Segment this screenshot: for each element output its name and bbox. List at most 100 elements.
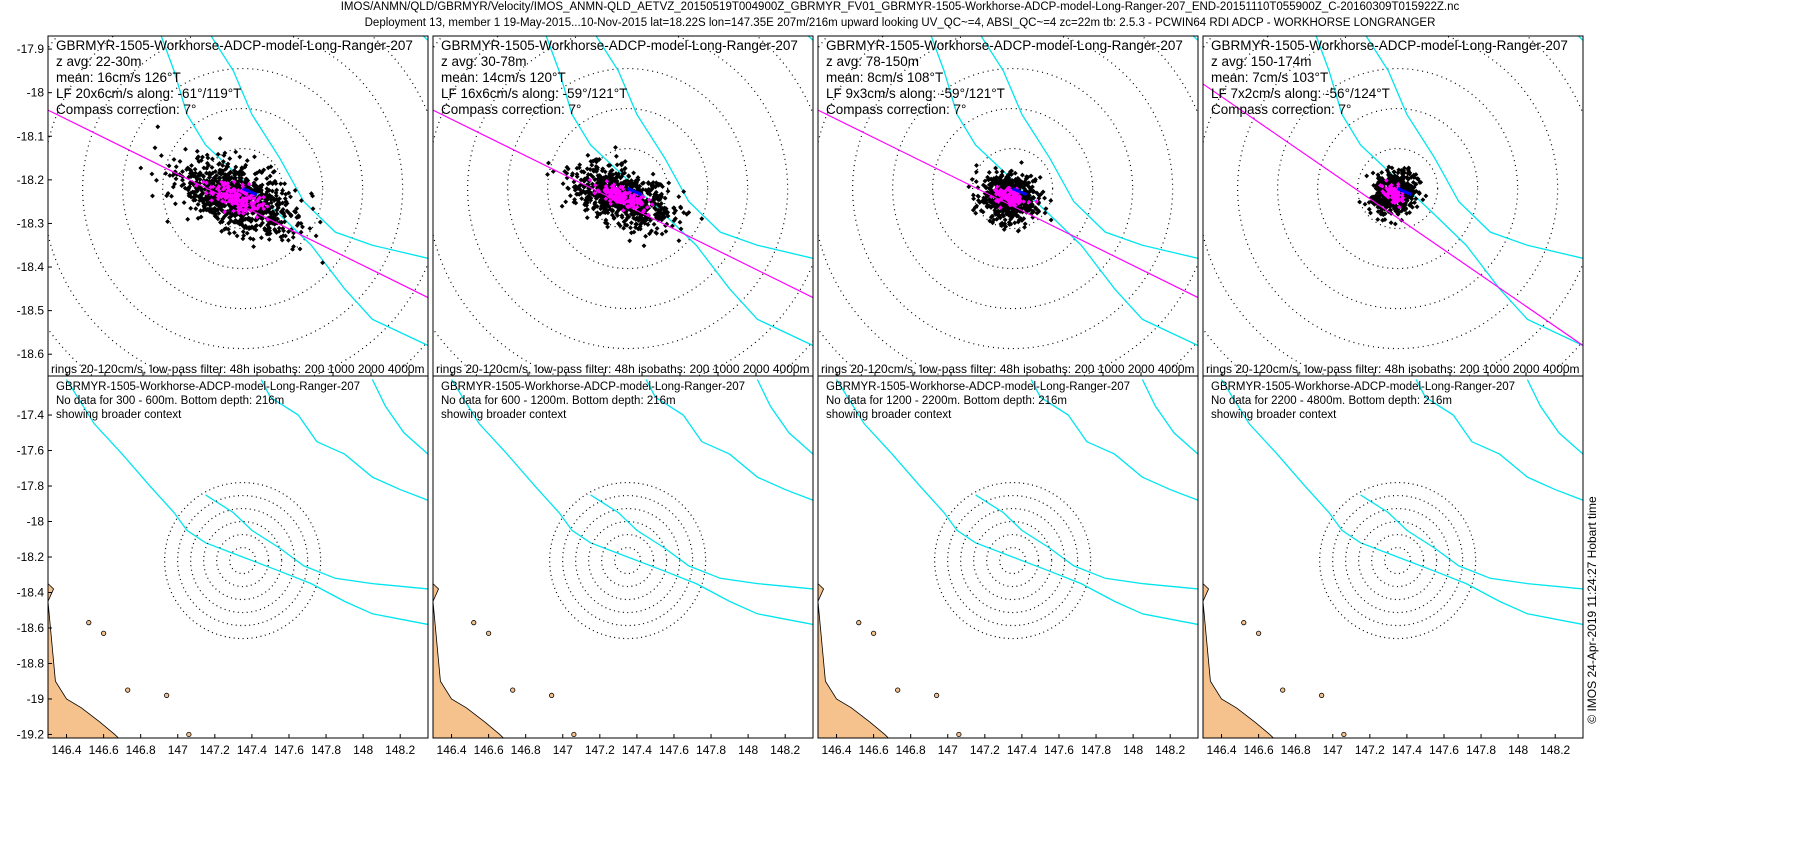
- x-tick-label: 146.6: [859, 743, 889, 757]
- island: [1341, 731, 1347, 738]
- instrument-label: GBRMYR-1505-Workhorse-ADCP-model-Long-Ra…: [441, 38, 798, 53]
- island: [486, 630, 492, 636]
- speed-ring: [999, 546, 1027, 575]
- x-tick-label: 148.2: [770, 743, 800, 757]
- footer-note: rings 20-120cm/s, low-pass filter: 48h i…: [821, 362, 1195, 376]
- x-tick-label: 147.2: [200, 743, 230, 757]
- x-tick-label: 146.4: [1207, 743, 1237, 757]
- stat-line: LF 7x2cm/s along: -56°/124°T: [1211, 86, 1390, 101]
- isobath-line: [450, 379, 813, 626]
- coastline-land: [433, 583, 505, 738]
- isobath-line: [1526, 379, 1583, 455]
- speed-ring: [1357, 147, 1439, 230]
- plot-area: [48, 36, 428, 376]
- coastline-land: [818, 583, 890, 738]
- x-tick-label: 148.2: [1540, 743, 1570, 757]
- map-area: [433, 379, 813, 738]
- speed-ring: [122, 67, 364, 310]
- y-tick-label: -17.8: [17, 479, 45, 493]
- credit-text: © IMOS 24-Apr-2019 11:24:27 Hobart time: [1585, 496, 1599, 724]
- y-tick-label: -18: [27, 86, 45, 100]
- island: [571, 731, 577, 738]
- isobath-line: [1365, 36, 1583, 259]
- x-tick-label: 148.2: [1155, 743, 1185, 757]
- x-tick-label: 147.4: [1392, 743, 1422, 757]
- speed-ring: [1384, 546, 1412, 575]
- x-tick-label: 147.6: [274, 743, 304, 757]
- file-path-title: IMOS/ANMN/QLD/GBRMYR/Velocity/IMOS_ANMN-…: [340, 1, 1460, 13]
- major-axis-line: [1203, 83, 1583, 346]
- context-note: No data for 1200 - 2200m. Bottom depth: …: [826, 395, 1067, 407]
- panel-frame: [432, 375, 814, 739]
- coastline-land: [48, 583, 120, 738]
- footer-note: rings 20-120cm/s, low-pass filter: 48h i…: [1206, 362, 1580, 376]
- speed-ring: [1358, 520, 1438, 601]
- mean-vector: [1397, 187, 1413, 196]
- x-tick-label: 147.8: [311, 743, 341, 757]
- x-tick-label: 147.8: [1081, 743, 1111, 757]
- context-note: No data for 600 - 1200m. Bottom depth: 2…: [441, 395, 676, 407]
- footer-note: rings 20-120cm/s, low-pass filter: 48h i…: [436, 362, 810, 376]
- speed-ring: [947, 494, 1079, 627]
- y-tick-label: -18.5: [17, 304, 45, 318]
- island: [164, 692, 170, 699]
- island: [101, 630, 107, 636]
- speed-ring: [549, 481, 707, 640]
- deployment-subtitle: Deployment 13, member 1 19-May-2015...10…: [364, 17, 1436, 29]
- y-tick-label: -18.4: [17, 585, 45, 599]
- isobath-line: [1315, 36, 1583, 347]
- speed-ring: [203, 520, 283, 601]
- context-note: showing broader context: [1211, 409, 1337, 421]
- island: [871, 630, 877, 636]
- y-tick-label: -18.2: [17, 173, 45, 187]
- island: [471, 620, 477, 626]
- speed-ring: [1332, 494, 1464, 627]
- instrument-label: GBRMYR-1505-Workhorse-ADCP-model-Long-Ra…: [1211, 381, 1515, 393]
- island: [1241, 620, 1247, 626]
- x-tick-label: 147.4: [1007, 743, 1037, 757]
- map-area: [48, 379, 428, 738]
- stat-line: mean: 8cm/s 108°T: [826, 70, 943, 85]
- mean-vector: [242, 187, 258, 196]
- map-panel-1: 146.4 146.6 146.8 147 147.2 147.4 147.6 147.8 14…: [17, 375, 429, 757]
- speed-ring: [973, 520, 1053, 601]
- x-tick-label: 146.6: [1244, 743, 1274, 757]
- y-tick-label: -18.2: [17, 550, 45, 564]
- stat-line: z avg: 30-78m: [441, 54, 527, 69]
- lowpass-points: [988, 184, 1039, 210]
- stat-line: Compass correction: 7°: [1211, 102, 1351, 117]
- speed-ring: [164, 481, 322, 640]
- stat-line: Compass correction: 7°: [56, 102, 196, 117]
- major-axis-line: [48, 109, 428, 299]
- island: [956, 731, 962, 738]
- isobath-line: [1220, 379, 1583, 626]
- speed-ring: [972, 147, 1054, 230]
- speed-ring: [1319, 481, 1477, 640]
- isobath-line: [980, 36, 1198, 259]
- y-tick-label: -18.1: [17, 129, 45, 143]
- speed-ring: [614, 546, 642, 575]
- isobath-line: [205, 494, 428, 590]
- stat-line: z avg: 22-30m: [56, 54, 142, 69]
- isobath-line: [65, 379, 428, 626]
- y-tick-label: -18.6: [17, 347, 45, 361]
- x-tick-label: 147.2: [585, 743, 615, 757]
- island: [510, 687, 516, 693]
- speed-ring: [1345, 507, 1451, 614]
- stat-line: LF 16x6cm/s along: -59°/121°T: [441, 86, 627, 101]
- island: [125, 687, 131, 693]
- isobath-line: [835, 379, 1198, 626]
- lowpass-points: [1377, 178, 1406, 210]
- speed-ring: [82, 36, 404, 350]
- x-tick-label: 146.8: [126, 743, 156, 757]
- island: [549, 692, 555, 699]
- isobath-line: [975, 494, 1198, 590]
- speed-ring: [190, 507, 296, 614]
- y-tick-label: -18: [27, 515, 45, 529]
- x-tick-label: 146.4: [52, 743, 82, 757]
- speed-ring: [852, 36, 1174, 350]
- isobath-line: [930, 36, 1198, 347]
- x-tick-label: 148: [1123, 743, 1143, 757]
- speed-ring: [507, 67, 749, 310]
- map-area: [1203, 379, 1583, 738]
